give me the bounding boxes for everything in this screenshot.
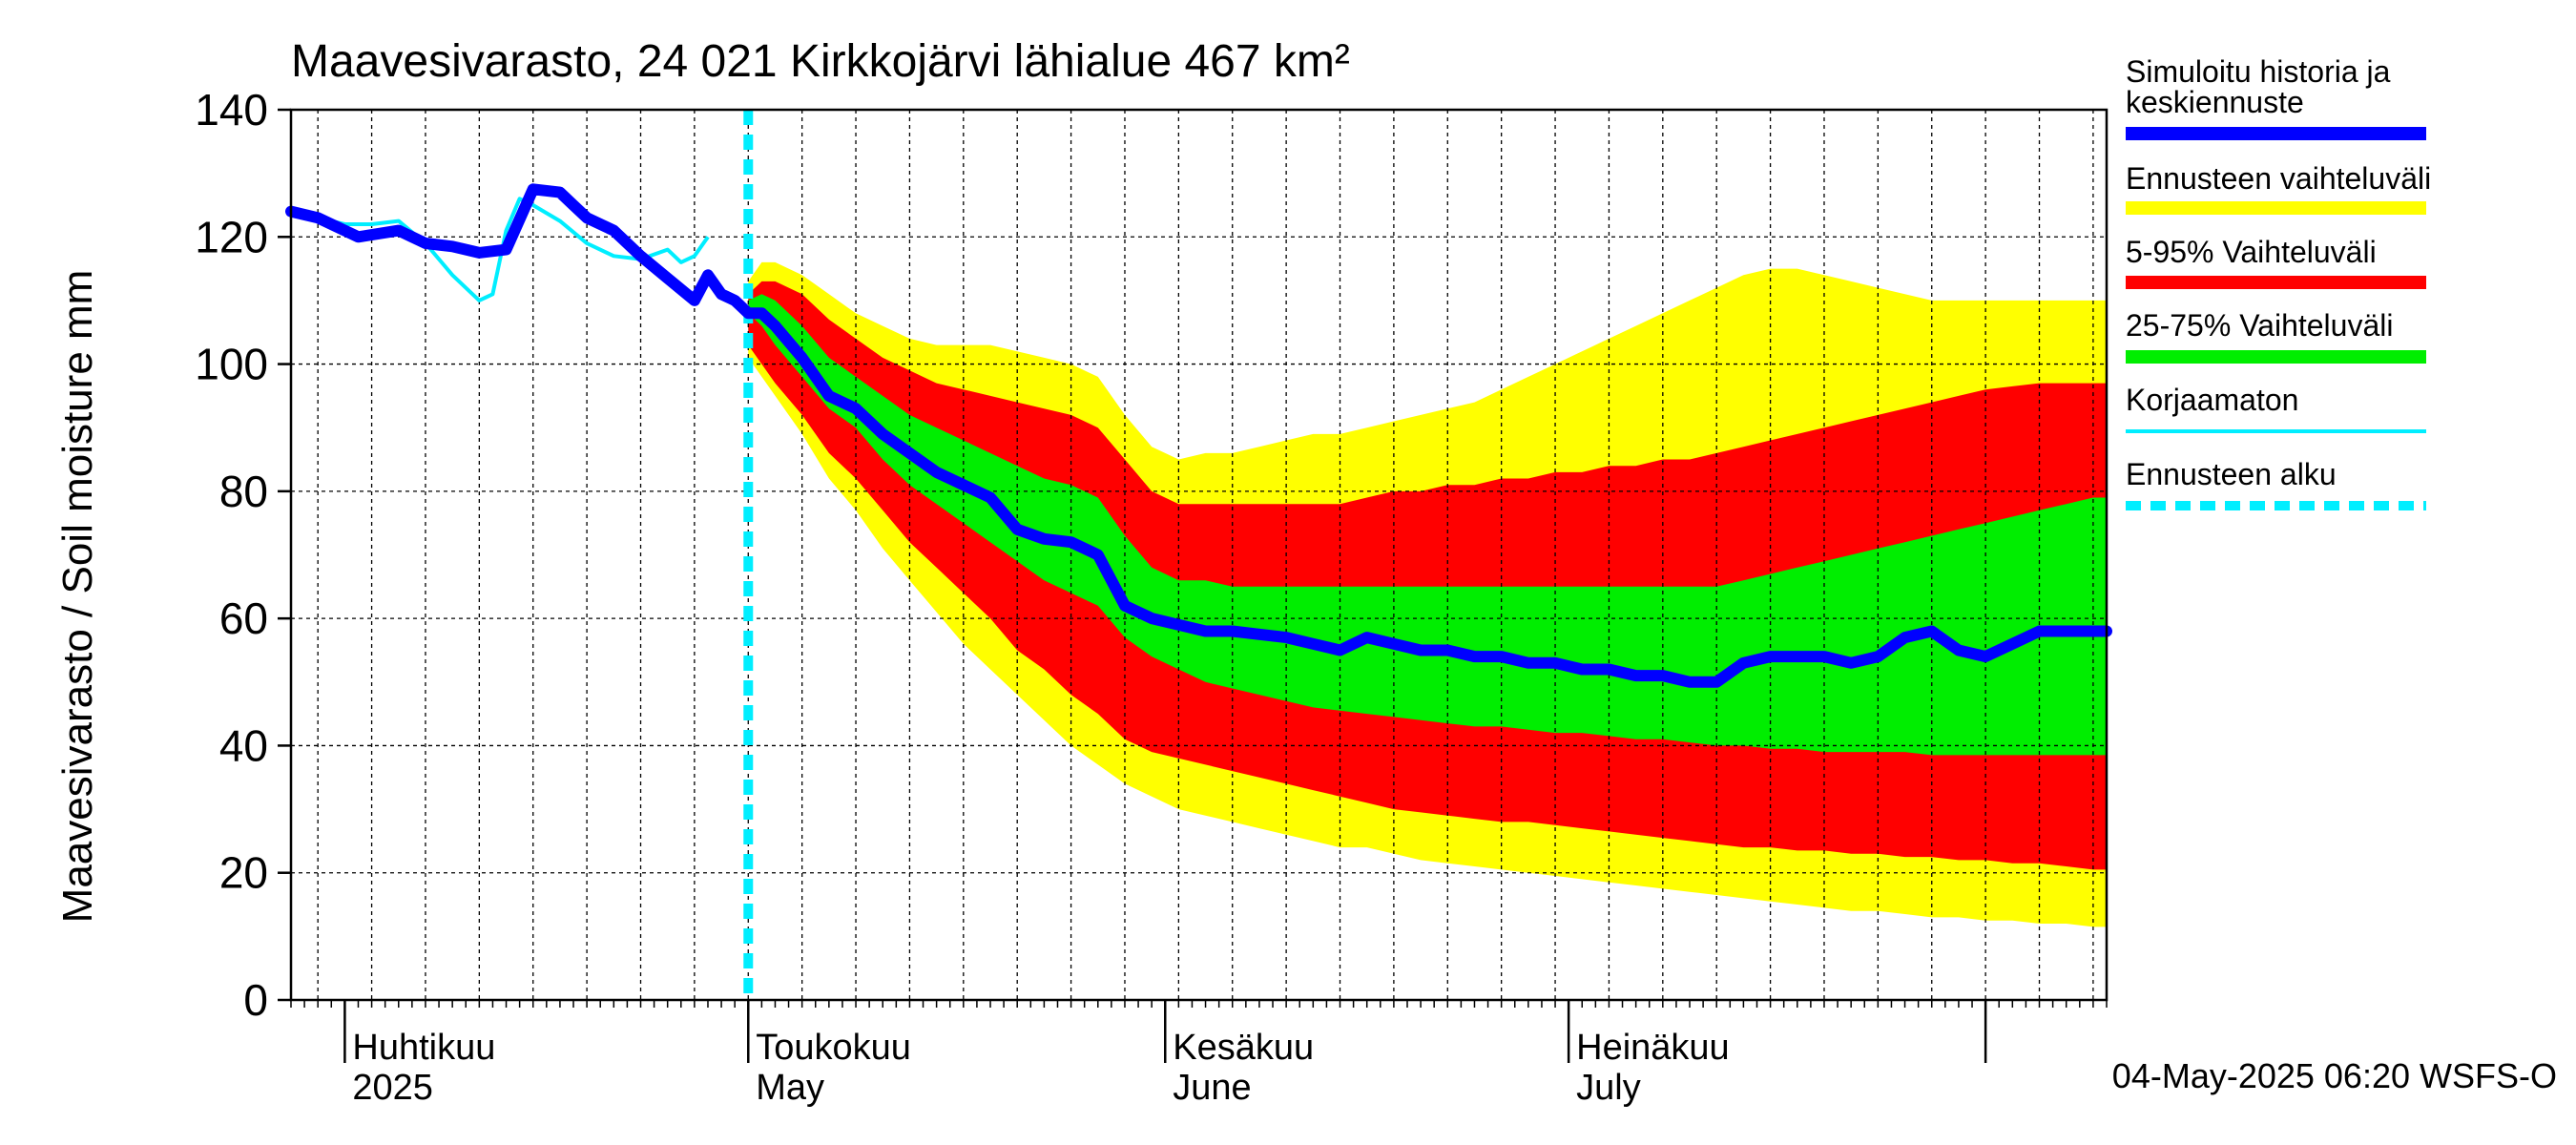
- legend-label-median: Simuloitu historia ja keskiennuste: [2126, 54, 2391, 119]
- y-tick-label: 120: [195, 212, 268, 261]
- forecast-bands: [748, 261, 2107, 927]
- band-25-75: [748, 294, 2107, 756]
- x-month-label-fi: Heinäkuu: [1576, 1028, 1730, 1068]
- y-axis-label: Maavesivarasto / Soil moisture mm: [54, 270, 101, 924]
- data-lines: [285, 110, 2112, 1000]
- legend-label-forecast-start: Ennusteen alku: [2126, 457, 2337, 491]
- median-line: [285, 183, 2112, 688]
- y-tick-label: 80: [219, 467, 268, 516]
- uncorrected-line: [290, 197, 710, 302]
- x-month-label-fi: Huhtikuu: [352, 1028, 495, 1068]
- y-tick-label: 0: [243, 975, 268, 1025]
- legend-label-band-5-95-outer: Ennusteen vaihteluväli: [2126, 161, 2431, 196]
- legend-label-line: Simuloitu historia ja: [2126, 54, 2391, 89]
- legend: Simuloitu historia ja keskiennuste Ennuste…: [2126, 54, 2431, 510]
- x-month-label-fi: Toukokuu: [756, 1028, 911, 1068]
- y-tick-label: 40: [219, 720, 268, 770]
- y-tick-label: 60: [219, 593, 268, 643]
- legend-label-line: keskiennuste: [2126, 85, 2304, 119]
- x-month-label-en: May: [756, 1068, 824, 1108]
- footer-timestamp: 04-May-2025 06:20 WSFS-O: [2112, 1056, 2557, 1095]
- legend-label-uncorrected: Korjaamaton: [2126, 383, 2298, 417]
- y-tick-label: 100: [195, 340, 268, 389]
- plot-frame: [289, 108, 2109, 1002]
- legend-label-band-25-75: 25-75% Vaihteluväli: [2126, 308, 2393, 343]
- x-month-label-fi: Kesäkuu: [1173, 1028, 1314, 1068]
- x-month-label-en: 2025: [352, 1068, 433, 1108]
- x-month-label-en: June: [1173, 1068, 1251, 1108]
- chart-title: Maavesivarasto, 24 021 Kirkkojärvi lähia…: [291, 36, 1350, 87]
- y-tick-label: 140: [195, 85, 268, 135]
- y-tick-label: 20: [219, 848, 268, 898]
- legend-label-band-5-95: 5-95% Vaihteluväli: [2126, 235, 2377, 269]
- x-month-label-en: July: [1576, 1068, 1641, 1108]
